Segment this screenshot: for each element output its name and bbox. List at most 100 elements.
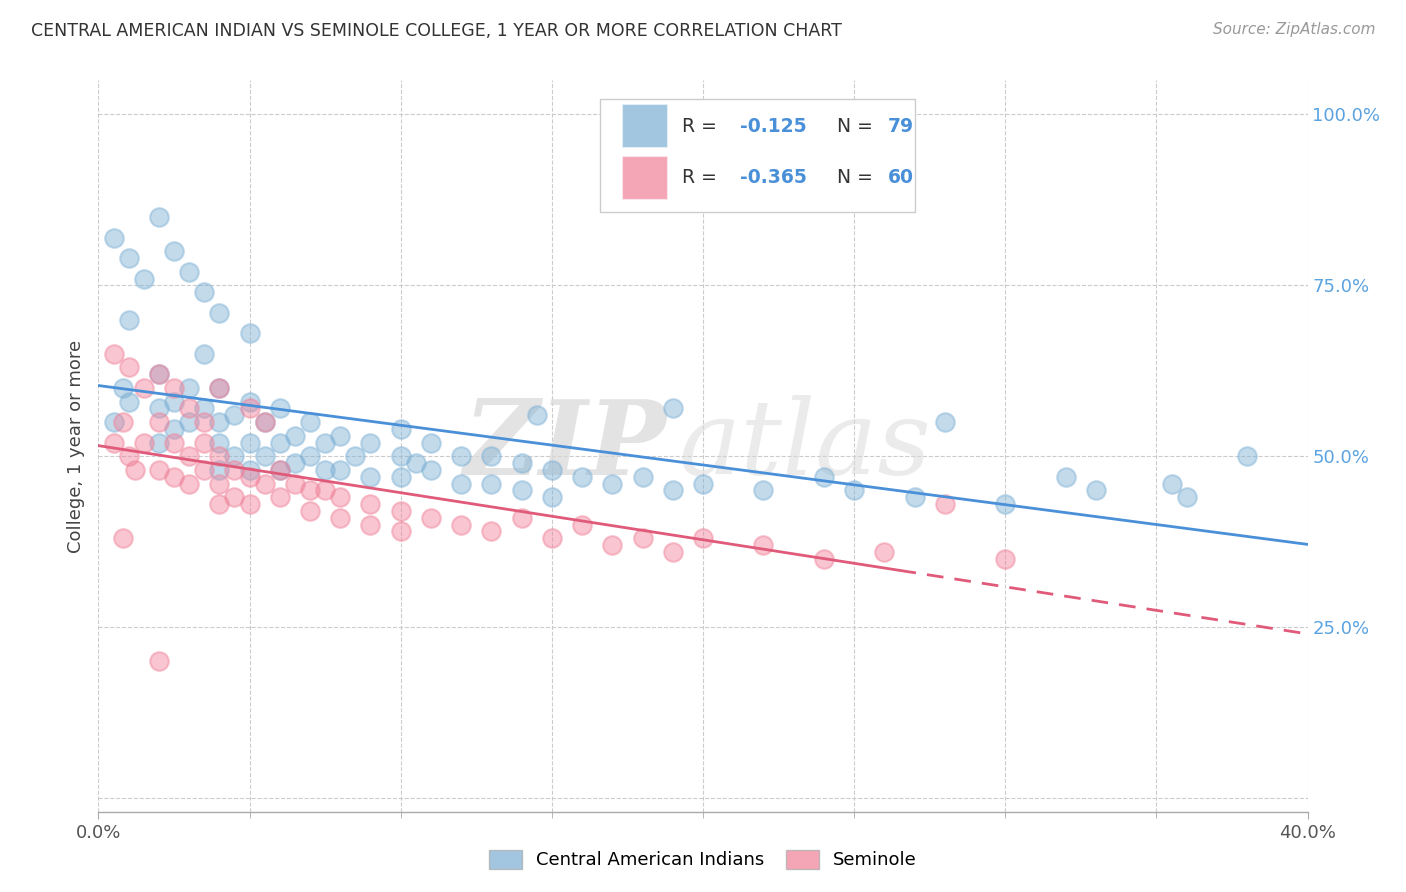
Point (360, 469, 382, 483)
Point (224, 490, 246, 504)
Point (193, 463, 215, 477)
Point (284, 476, 307, 491)
Point (1160, 476, 1182, 491)
Point (510, 483, 533, 498)
Point (132, 381, 155, 395)
Point (163, 394, 186, 409)
Point (179, 381, 201, 395)
Point (148, 654, 170, 668)
Point (314, 483, 336, 498)
Point (752, 538, 775, 552)
Point (420, 435, 443, 450)
Point (148, 415, 170, 429)
Point (540, 531, 562, 545)
Point (118, 312, 141, 326)
Point (389, 469, 412, 483)
Point (224, 409, 246, 423)
Point (179, 265, 201, 279)
Point (420, 510, 443, 524)
Point (193, 415, 215, 429)
Point (510, 456, 533, 470)
Point (163, 469, 186, 483)
Point (692, 476, 714, 491)
Point (844, 483, 866, 498)
Point (329, 510, 352, 524)
Text: atlas: atlas (679, 395, 932, 497)
Point (253, 415, 276, 429)
Point (111, 381, 134, 395)
Point (269, 435, 291, 450)
Point (253, 415, 276, 429)
Point (299, 504, 322, 518)
Point (405, 456, 427, 470)
Point (299, 483, 322, 498)
Point (481, 476, 503, 491)
Point (602, 476, 624, 491)
Point (269, 463, 291, 477)
Point (299, 415, 322, 429)
Point (148, 463, 170, 477)
Point (450, 517, 472, 532)
Point (239, 326, 262, 341)
Point (269, 401, 291, 416)
Point (1236, 449, 1258, 463)
Point (239, 497, 262, 511)
Point (148, 210, 170, 224)
Point (111, 531, 134, 545)
Point (118, 251, 141, 265)
Text: Source: ZipAtlas.com: Source: ZipAtlas.com (1212, 22, 1375, 37)
Point (118, 360, 141, 375)
Text: -0.365: -0.365 (741, 168, 807, 187)
Y-axis label: College, 1 year or more: College, 1 year or more (66, 340, 84, 552)
Point (208, 415, 231, 429)
Point (193, 435, 215, 450)
FancyBboxPatch shape (600, 99, 915, 212)
Point (148, 435, 170, 450)
Point (224, 449, 246, 463)
Point (314, 463, 336, 477)
Point (163, 435, 186, 450)
Point (1054, 469, 1077, 483)
Point (481, 449, 503, 463)
Text: -0.125: -0.125 (741, 117, 807, 136)
Point (269, 463, 291, 477)
Point (540, 463, 562, 477)
Point (179, 476, 201, 491)
Point (224, 463, 246, 477)
Point (208, 381, 231, 395)
Point (360, 435, 382, 450)
Point (132, 435, 155, 450)
Text: ZIP: ZIP (464, 395, 666, 497)
Text: N =: N = (825, 168, 879, 187)
Text: N =: N = (825, 117, 879, 136)
Point (813, 469, 835, 483)
Point (510, 510, 533, 524)
Point (253, 476, 276, 491)
Point (329, 490, 352, 504)
Text: 79: 79 (889, 117, 914, 136)
Point (994, 551, 1017, 566)
Point (329, 463, 352, 477)
Point (450, 476, 472, 491)
Point (420, 463, 443, 477)
Point (692, 531, 714, 545)
Text: R =: R = (682, 117, 723, 136)
Point (934, 415, 956, 429)
Point (389, 504, 412, 518)
Point (163, 381, 186, 395)
Point (208, 381, 231, 395)
Point (389, 449, 412, 463)
Text: 60: 60 (889, 168, 914, 187)
Point (360, 497, 382, 511)
Point (284, 429, 307, 443)
Point (208, 435, 231, 450)
Point (132, 271, 155, 285)
Point (994, 497, 1017, 511)
Point (571, 517, 593, 532)
Text: CENTRAL AMERICAN INDIAN VS SEMINOLE COLLEGE, 1 YEAR OR MORE CORRELATION CHART: CENTRAL AMERICAN INDIAN VS SEMINOLE COLL… (31, 22, 842, 40)
Point (208, 476, 231, 491)
Point (208, 306, 231, 320)
Point (661, 483, 683, 498)
Bar (621, 155, 668, 200)
Point (1175, 490, 1198, 504)
